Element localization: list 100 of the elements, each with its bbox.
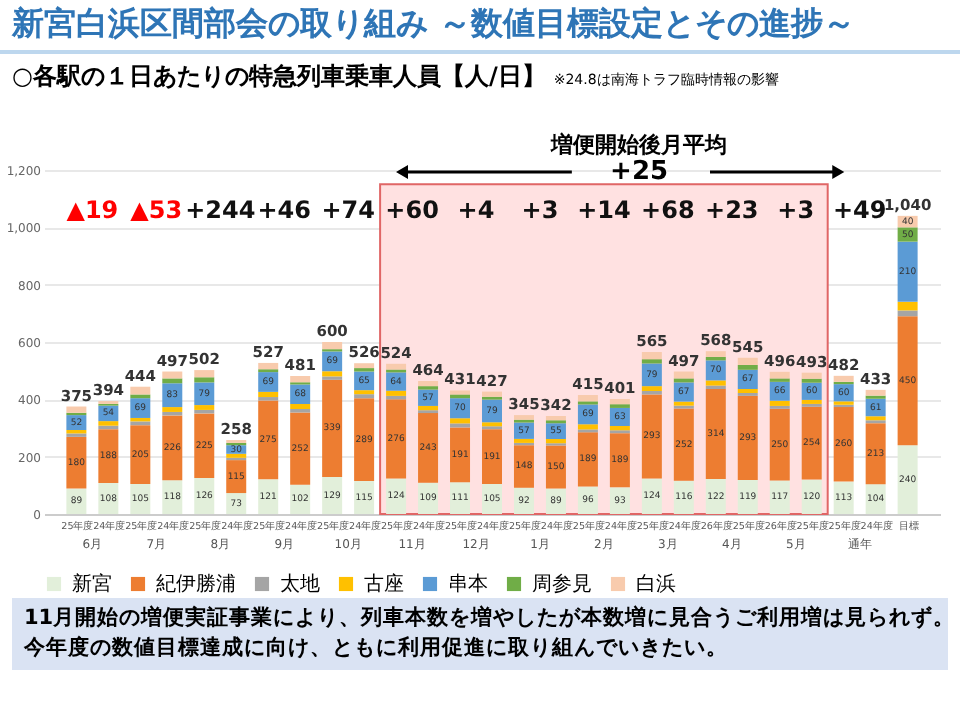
bar — [386, 363, 407, 370]
bar — [162, 378, 183, 384]
bar — [322, 371, 343, 377]
bar — [386, 390, 407, 396]
annotation: +3 — [777, 196, 815, 225]
bar — [609, 433, 630, 488]
bar — [801, 406, 822, 480]
text: 増便開始後月平均 — [549, 132, 728, 158]
legend-label: 紀伊勝浦 — [156, 572, 236, 596]
bar — [66, 406, 87, 413]
bar — [258, 479, 279, 514]
bar — [545, 415, 566, 421]
bar — [354, 363, 375, 369]
legend-label: 新宮 — [72, 572, 112, 596]
bar — [737, 395, 758, 480]
bar — [897, 316, 918, 446]
bar — [769, 480, 790, 514]
legend-label: 古座 — [364, 572, 404, 596]
bar — [290, 412, 311, 485]
bar — [769, 371, 790, 379]
bar — [897, 301, 918, 311]
bar — [769, 400, 790, 406]
bar — [290, 403, 311, 410]
bar — [258, 391, 279, 398]
bar — [577, 486, 598, 514]
annotation: +25 — [610, 157, 669, 188]
bar — [194, 413, 215, 478]
chart-subtitle: ○各駅の１日あたりの特急列車乗車人員【人/日】 — [12, 62, 546, 90]
bar — [130, 386, 151, 395]
annotation: +74 — [321, 196, 375, 225]
bar — [386, 478, 407, 514]
bar — [641, 394, 662, 479]
bar — [418, 413, 439, 483]
bar — [705, 351, 726, 357]
text: 今年度の数値目標達成に向け、ともに利用促進に取り組んでいきたい。 — [24, 634, 730, 664]
bar — [673, 382, 694, 402]
bar — [418, 405, 439, 411]
bar — [545, 438, 566, 444]
bar — [258, 400, 279, 480]
bar — [194, 377, 215, 383]
bar — [290, 376, 311, 383]
bar — [769, 408, 790, 481]
bar — [897, 310, 918, 317]
bar — [865, 389, 886, 396]
bar — [737, 364, 758, 370]
bar — [98, 429, 119, 484]
bar — [737, 479, 758, 514]
bar — [322, 477, 343, 514]
bar — [162, 480, 183, 514]
bar — [322, 342, 343, 350]
bar — [705, 479, 726, 514]
annotation: +23 — [705, 196, 759, 225]
bar — [194, 370, 215, 378]
bar — [354, 481, 375, 514]
bar — [577, 424, 598, 430]
bar — [513, 445, 534, 488]
bar — [833, 375, 854, 382]
bar — [450, 482, 471, 514]
text: 11月開始の増便実証事業により、列車本数を増やしたが本数増に見合うご利用増は見られず。 — [24, 604, 956, 634]
annotation: +4 — [457, 196, 495, 225]
bar — [482, 391, 502, 397]
bar — [258, 362, 279, 370]
bar — [450, 427, 471, 483]
bar — [641, 352, 662, 360]
bar — [354, 398, 375, 482]
bar — [386, 399, 407, 479]
bar — [705, 380, 726, 386]
bar — [545, 445, 566, 489]
bar — [609, 399, 630, 405]
bar — [673, 408, 694, 481]
annotation: +49 — [832, 196, 887, 225]
bar — [482, 429, 502, 484]
bar — [705, 389, 726, 480]
bar — [66, 436, 87, 489]
annotation: +60 — [385, 196, 439, 225]
annotation: +14 — [577, 196, 631, 225]
bar — [737, 357, 758, 365]
bar — [897, 445, 918, 514]
bar — [801, 372, 822, 379]
chart-title: 新宮白浜区間部会の取り組み ～数値目標設定とその進捗～ — [0, 0, 960, 54]
bar — [609, 487, 630, 514]
bar — [418, 380, 439, 387]
annotation: +244 — [185, 196, 256, 225]
bar — [833, 407, 854, 482]
annotation: ▲19 — [66, 196, 119, 225]
bar — [609, 425, 630, 431]
annotation: +68 — [641, 196, 695, 225]
legend-label: 串本 — [448, 572, 488, 596]
bar — [322, 379, 343, 478]
annotation: +46 — [257, 196, 311, 225]
legend-label: 白浜 — [636, 572, 676, 596]
bar — [641, 386, 662, 392]
bar — [641, 478, 662, 514]
annotation: ▲53 — [130, 196, 183, 225]
bar — [577, 432, 598, 487]
bar — [450, 418, 471, 424]
bar — [162, 415, 183, 481]
bar — [865, 423, 886, 485]
legend-label: 周参見 — [532, 572, 592, 596]
annotation: +3 — [521, 196, 559, 225]
